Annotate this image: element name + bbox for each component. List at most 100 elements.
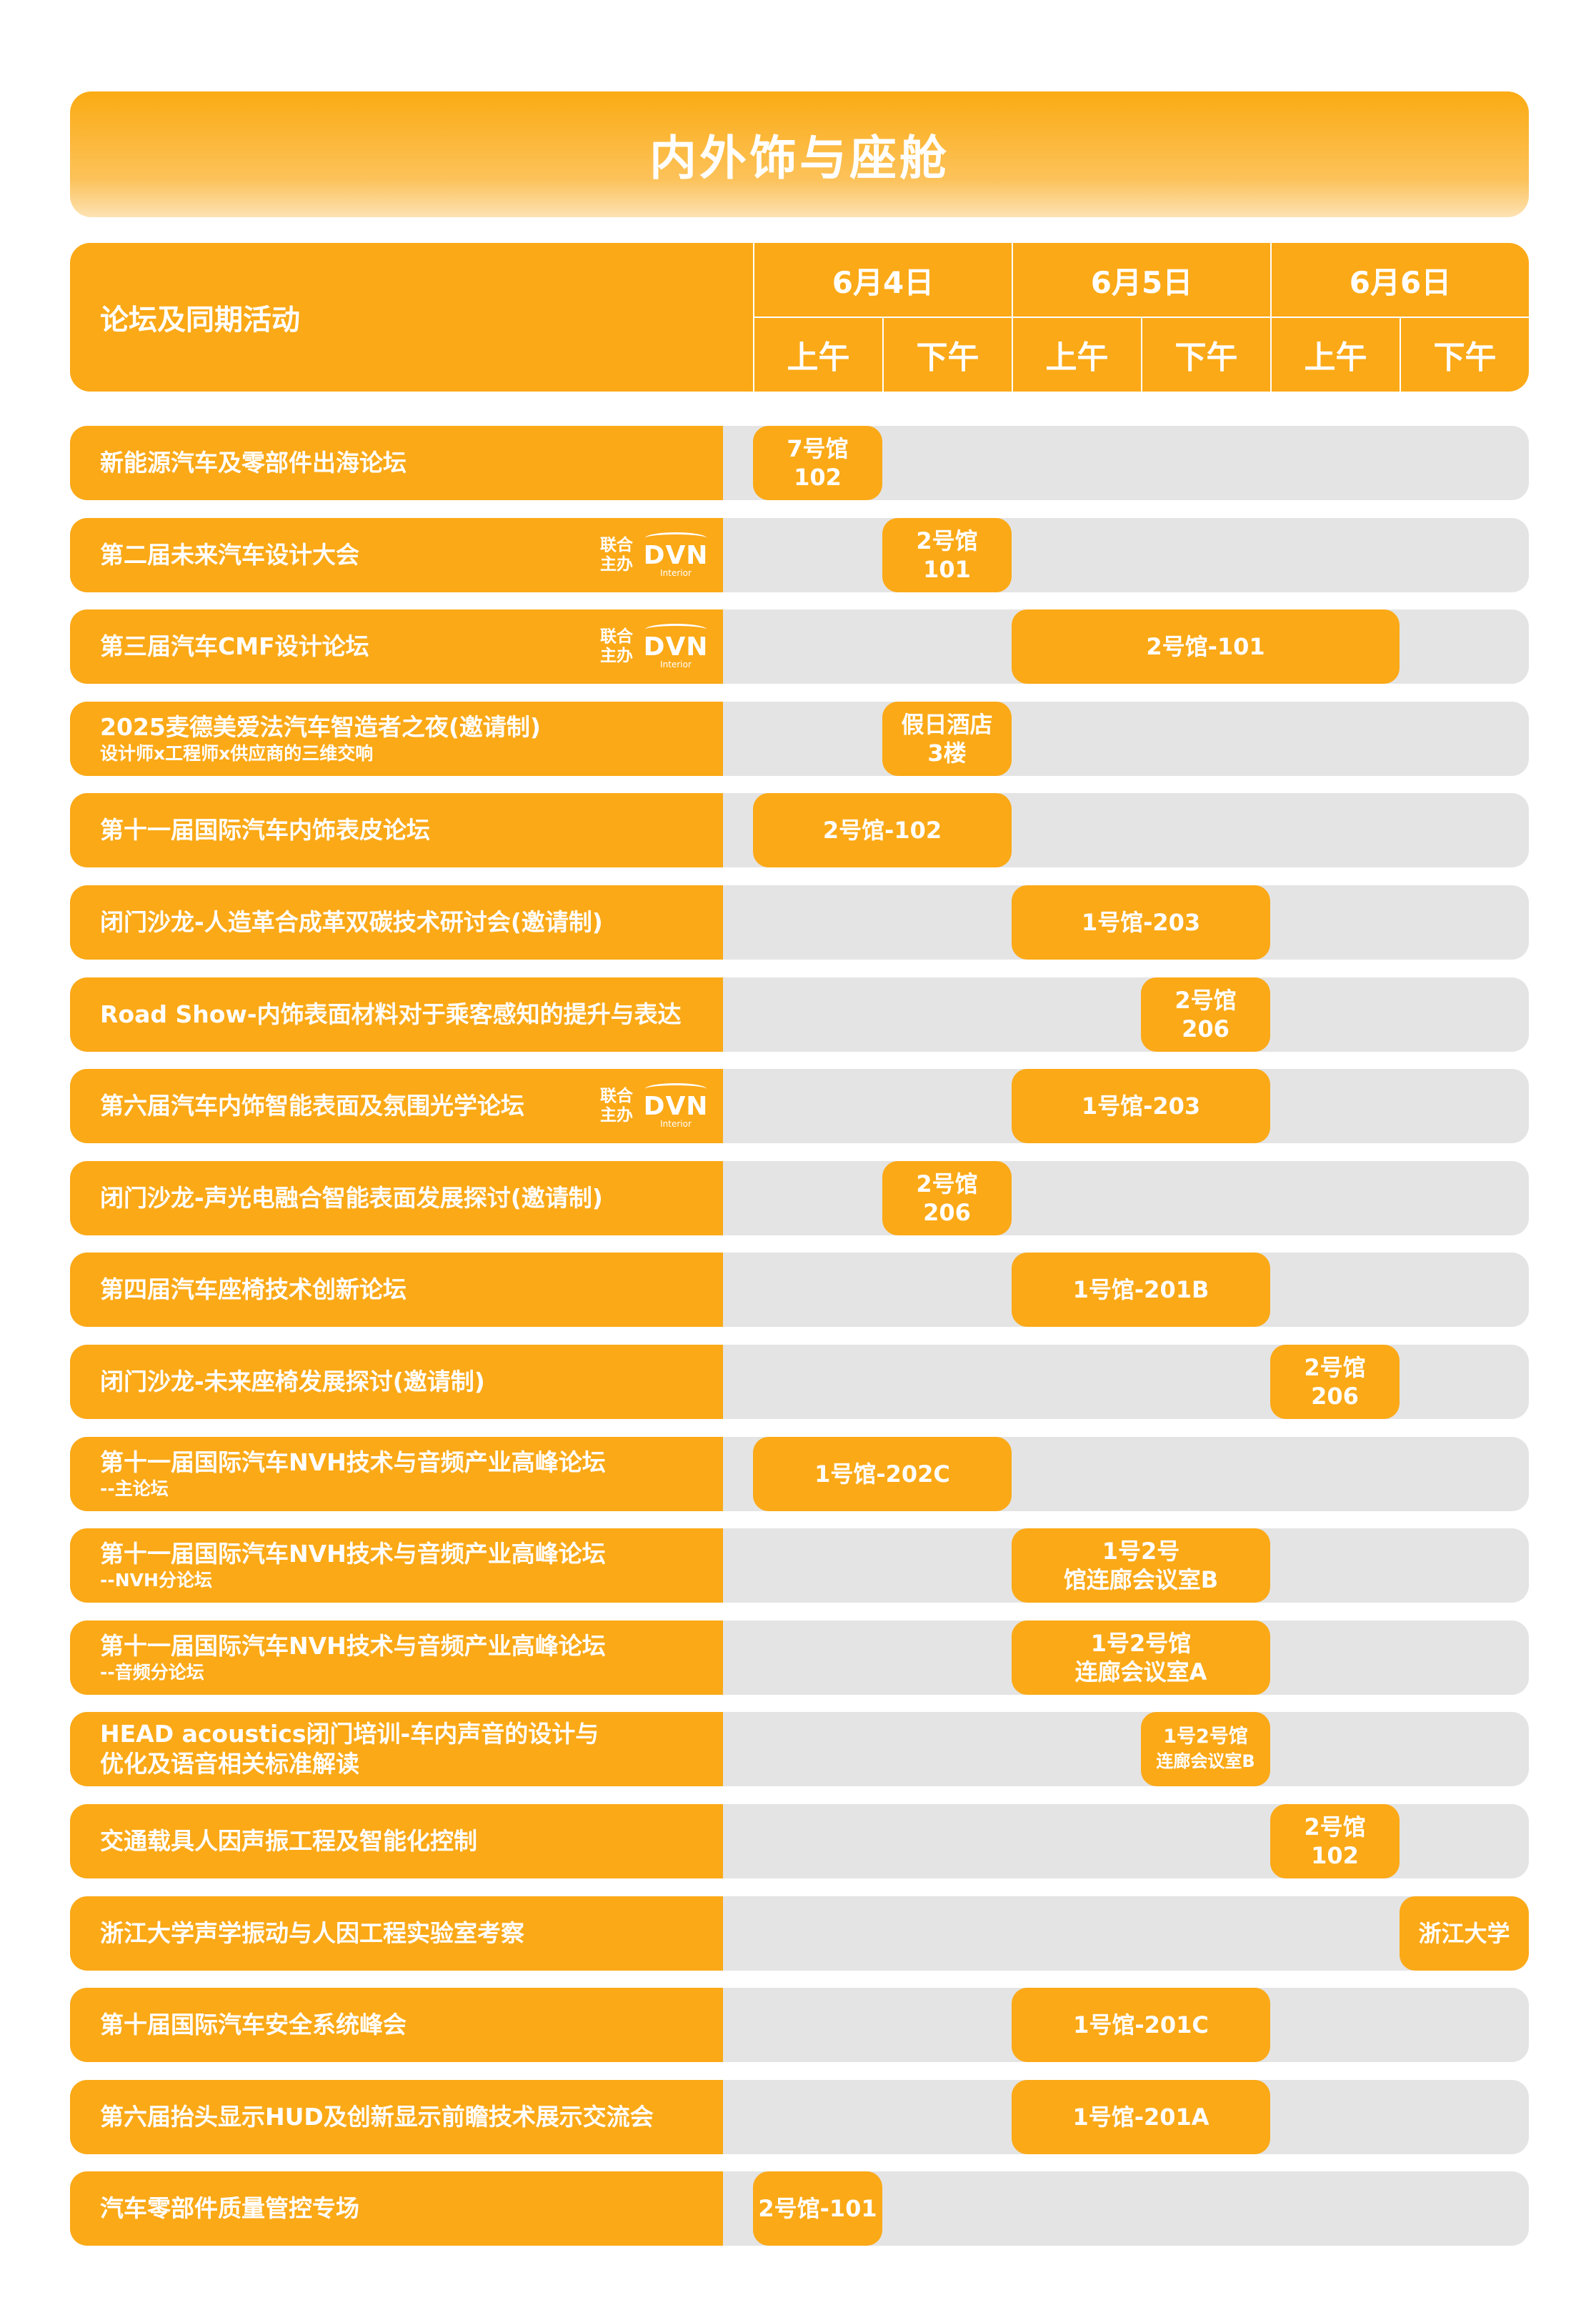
venue-subtext: 连廊会议室B — [1156, 1751, 1255, 1771]
header-pm-3: 下午 — [1400, 317, 1529, 392]
event-title: 第三届汽车CMF设计论坛 — [100, 632, 369, 660]
header-am-1: 上午 — [753, 317, 882, 392]
venue-block: 2号馆 206 — [882, 1161, 1012, 1235]
event-label: Road Show-内饰表面材料对于乘客感知的提升与表达 — [70, 977, 723, 1052]
venue-block: 1号馆-201B — [1012, 1253, 1270, 1327]
table-row: 第十一届国际汽车NVH技术与音频产业高峰论坛 --音频分论坛 1号2号馆 连廊会议室… — [70, 1621, 1529, 1695]
event-label: 第十一届国际汽车NVH技术与音频产业高峰论坛 --NVH分论坛 — [70, 1528, 723, 1603]
venue-block: 1号馆-201C — [1012, 1988, 1270, 2062]
table-row: 第六届汽车内饰智能表面及氛围光学论坛 联合 主办 DVN Interior 1号馆-20… — [70, 1069, 1529, 1143]
header-pm-1: 下午 — [882, 317, 1012, 392]
event-label: 第六届汽车内饰智能表面及氛围光学论坛 联合 主办 DVN Interior — [70, 1069, 723, 1143]
event-label: 浙江大学声学振动与人因工程实验室考察 — [70, 1896, 723, 1971]
event-title: 第六届汽车内饰智能表面及氛围光学论坛 — [100, 1092, 524, 1120]
table-row: 闭门沙龙-未来座椅发展探讨(邀请制) 2号馆 206 — [70, 1345, 1529, 1419]
event-label: 第四届汽车座椅技术创新论坛 — [70, 1253, 723, 1327]
event-label: 第十一届国际汽车NVH技术与音频产业高峰论坛 --音频分论坛 — [70, 1621, 723, 1695]
dvn-logo-mark: DVN — [643, 632, 709, 662]
table-row: 第三届汽车CMF设计论坛 联合 主办 DVN Interior 2号馆-101 — [70, 609, 1529, 684]
venue-block: 2号馆 206 — [1270, 1345, 1400, 1419]
venue-block: 2号馆 206 — [1141, 977, 1270, 1052]
event-title: 第十一届国际汽车NVH技术与音频产业高峰论坛 — [100, 1632, 606, 1660]
event-label: 第十一届国际汽车内饰表皮论坛 — [70, 793, 723, 867]
venue-block: 2号馆-102 — [753, 793, 1012, 867]
dvn-logo: DVN Interior — [643, 1083, 709, 1129]
header-day-2: 6月5日 — [1012, 243, 1270, 317]
event-title: 闭门沙龙-未来座椅发展探讨(邀请制) — [100, 1368, 485, 1395]
event-title: 第十一届国际汽车内饰表皮论坛 — [100, 816, 430, 844]
venue-block: 1号馆-202C — [753, 1437, 1012, 1511]
schedule-header: 论坛及同期活动 6月4日 6月5日 6月6日 上午 下午 上午 下午 上午 下午 — [70, 243, 1529, 392]
dvn-logo-sub: Interior — [660, 568, 692, 578]
event-label: 第二届未来汽车设计大会 联合 主办 DVN Interior — [70, 518, 723, 592]
event-title: 汽车零部件质量管控专场 — [100, 2194, 359, 2222]
venue-block: 1号2号馆连廊会议室B — [1141, 1712, 1270, 1786]
cohost-badge: 联合 主办 DVN Interior — [600, 1080, 709, 1132]
header-pm-2: 下午 — [1141, 317, 1270, 392]
venue-block: 1号2号馆 连廊会议室A — [1012, 1621, 1270, 1695]
event-label: 第十一届国际汽车NVH技术与音频产业高峰论坛 --主论坛 — [70, 1437, 723, 1511]
event-label: 第十届国际汽车安全系统峰会 — [70, 1988, 723, 2062]
event-subtitle: --NVH分论坛 — [100, 1570, 212, 1590]
header-day-3: 6月6日 — [1270, 243, 1529, 317]
event-subtitle: 设计师x工程师x供应商的三维交响 — [100, 743, 374, 764]
venue-block: 1号2号 馆连廊会议室B — [1012, 1528, 1270, 1603]
venue-block: 1号馆-203 — [1012, 885, 1270, 960]
dvn-logo-mark: DVN — [643, 1092, 709, 1121]
event-title: 第十届国际汽车安全系统峰会 — [100, 2011, 407, 2038]
table-row: 交通载具人因声振工程及智能化控制 2号馆 102 — [70, 1804, 1529, 1878]
venue-block: 2号馆-101 — [753, 2171, 882, 2246]
header-day-1: 6月4日 — [753, 243, 1012, 317]
event-label: 第三届汽车CMF设计论坛 联合 主办 DVN Interior — [70, 609, 723, 684]
venue-block: 2号馆 102 — [1270, 1804, 1400, 1878]
table-row: 汽车零部件质量管控专场 2号馆-101 — [70, 2171, 1529, 2246]
table-row: 2025麦德美爱法汽车智造者之夜(邀请制) 设计师x工程师x供应商的三维交响 假日酒… — [70, 702, 1529, 776]
event-title: 交通载具人因声振工程及智能化控制 — [100, 1827, 477, 1855]
cohost-text: 联合 主办 — [600, 536, 633, 574]
event-title: 浙江大学声学振动与人因工程实验室考察 — [100, 1919, 524, 1947]
event-label: 2025麦德美爱法汽车智造者之夜(邀请制) 设计师x工程师x供应商的三维交响 — [70, 702, 723, 776]
venue-block: 假日酒店 3楼 — [882, 702, 1012, 776]
dvn-logo-mark: DVN — [643, 541, 709, 570]
event-subtitle: --主论坛 — [100, 1478, 169, 1499]
cohost-text: 联合 主办 — [600, 627, 633, 665]
table-row: 第十一届国际汽车NVH技术与音频产业高峰论坛 --主论坛 1号馆-202C — [70, 1437, 1529, 1511]
dvn-logo-sub: Interior — [660, 1119, 692, 1129]
venue-block: 2号馆 101 — [882, 518, 1012, 592]
dvn-logo: DVN Interior — [643, 532, 709, 578]
event-label: 闭门沙龙-声光电融合智能表面发展探讨(邀请制) — [70, 1161, 723, 1235]
dvn-logo-arc — [645, 624, 707, 635]
venue-block: 浙江大学 — [1400, 1896, 1529, 1971]
header-label: 论坛及同期活动 — [100, 304, 300, 337]
event-title: 闭门沙龙-人造革合成革双碳技术研讨会(邀请制) — [100, 908, 603, 936]
page-title: 内外饰与座舱 — [70, 91, 1529, 217]
dvn-logo: DVN Interior — [643, 624, 709, 669]
event-title: 第六届抬头显示HUD及创新显示前瞻技术展示交流会 — [100, 2103, 654, 2131]
table-row: 浙江大学声学振动与人因工程实验室考察 浙江大学 — [70, 1896, 1529, 1971]
table-row: Road Show-内饰表面材料对于乘客感知的提升与表达 2号馆 206 — [70, 977, 1529, 1052]
dvn-logo-sub: Interior — [660, 659, 692, 669]
event-label: 闭门沙龙-未来座椅发展探讨(邀请制) — [70, 1345, 723, 1419]
event-label: HEAD acoustics闭门培训-车内声音的设计与 优化及语音相关标准解读 — [70, 1712, 723, 1786]
table-row: 新能源汽车及零部件出海论坛 7号馆 102 — [70, 426, 1529, 500]
table-row: 第二届未来汽车设计大会 联合 主办 DVN Interior 2号馆 101 — [70, 518, 1529, 592]
header-am-3: 上午 — [1270, 317, 1400, 392]
table-row: 第十届国际汽车安全系统峰会 1号馆-201C — [70, 1988, 1529, 2062]
event-subtitle: --音频分论坛 — [100, 1662, 204, 1683]
event-label: 闭门沙龙-人造革合成革双碳技术研讨会(邀请制) — [70, 885, 723, 960]
venue-block: 7号馆 102 — [753, 426, 882, 500]
event-title: 新能源汽车及零部件出海论坛 — [100, 449, 407, 477]
header-am-2: 上午 — [1012, 317, 1141, 392]
event-title: HEAD acoustics闭门培训-车内声音的设计与 优化及语音相关标准解读 — [100, 1720, 599, 1778]
dvn-logo-arc — [645, 532, 707, 544]
event-title: 闭门沙龙-声光电融合智能表面发展探讨(邀请制) — [100, 1184, 603, 1212]
event-label: 汽车零部件质量管控专场 — [70, 2171, 723, 2246]
cohost-badge: 联合 主办 DVN Interior — [600, 621, 709, 672]
dvn-logo-arc — [645, 1083, 707, 1095]
event-label: 交通载具人因声振工程及智能化控制 — [70, 1804, 723, 1878]
event-title: 第十一届国际汽车NVH技术与音频产业高峰论坛 — [100, 1540, 606, 1568]
venue-block: 1号馆-201A — [1012, 2080, 1270, 2154]
table-row: 闭门沙龙-人造革合成革双碳技术研讨会(邀请制) 1号馆-203 — [70, 885, 1529, 960]
venue-text: 1号2号馆 — [1163, 1726, 1248, 1748]
table-row: 闭门沙龙-声光电融合智能表面发展探讨(邀请制) 2号馆 206 — [70, 1161, 1529, 1235]
